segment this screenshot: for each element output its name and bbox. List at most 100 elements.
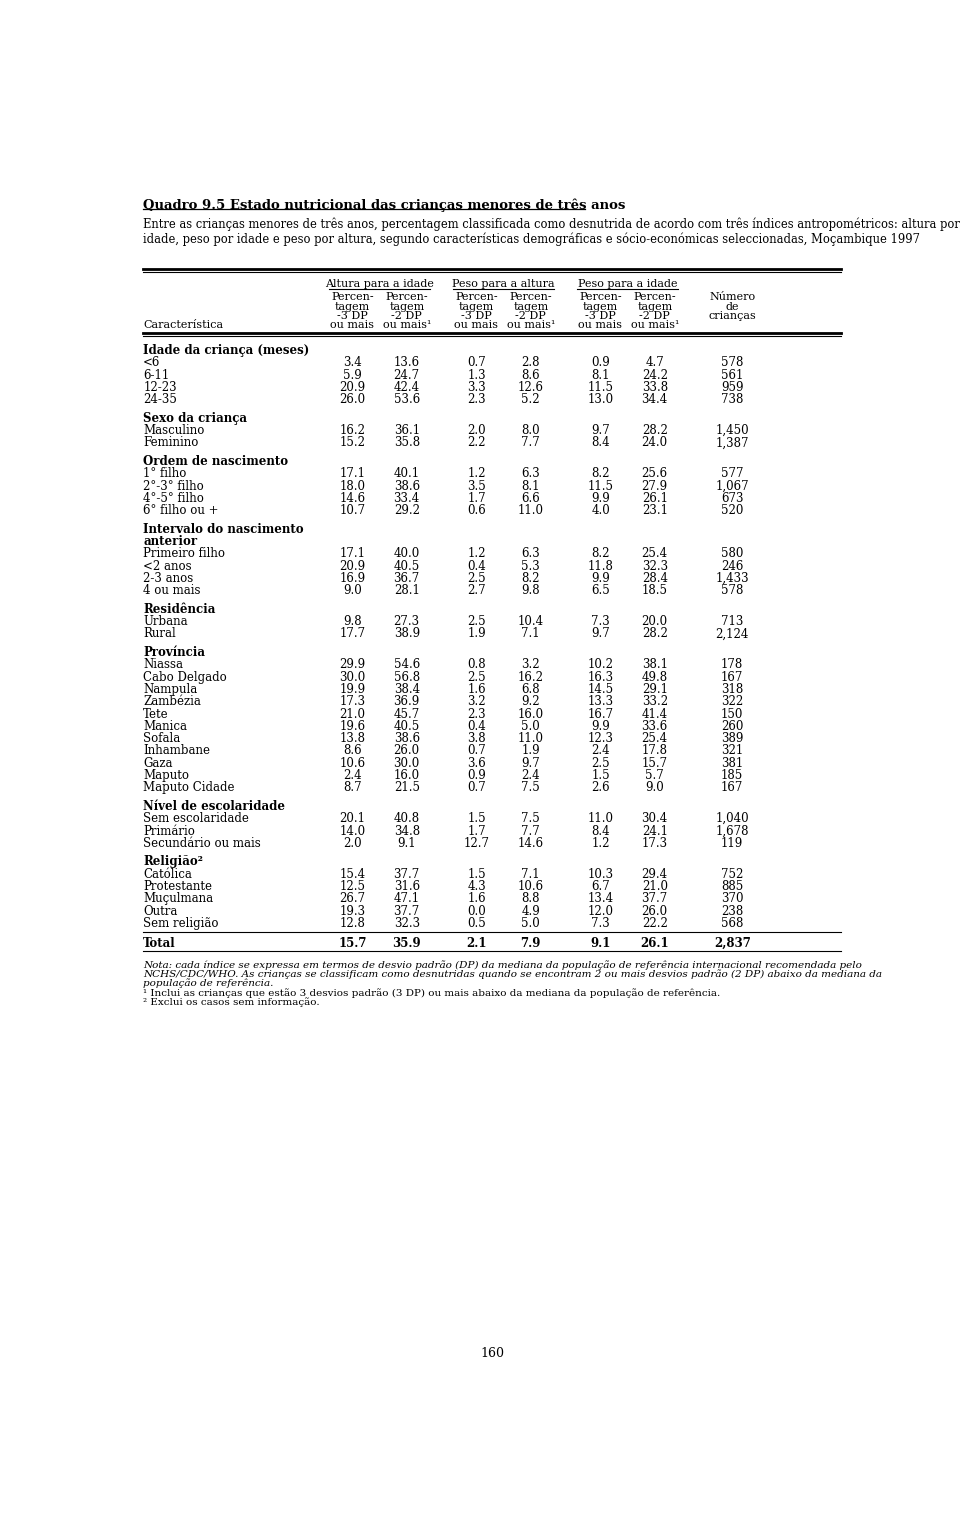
Text: Masculino: Masculino — [143, 425, 204, 437]
Text: Sofala: Sofala — [143, 733, 180, 745]
Text: 9.9: 9.9 — [591, 573, 610, 585]
Text: 5.0: 5.0 — [521, 917, 540, 930]
Text: 17.3: 17.3 — [641, 837, 668, 850]
Text: 19.9: 19.9 — [340, 683, 366, 696]
Text: Tete: Tete — [143, 708, 169, 720]
Text: 17.7: 17.7 — [340, 628, 366, 640]
Text: 0.5: 0.5 — [468, 917, 486, 930]
Text: 578: 578 — [721, 585, 743, 597]
Text: 2.3: 2.3 — [468, 394, 486, 406]
Text: 13.3: 13.3 — [588, 696, 613, 708]
Text: 12.0: 12.0 — [588, 905, 613, 917]
Text: 12.6: 12.6 — [517, 382, 543, 394]
Text: 2.4: 2.4 — [521, 770, 540, 782]
Text: 8.7: 8.7 — [343, 782, 362, 794]
Text: 5.0: 5.0 — [521, 720, 540, 733]
Text: 389: 389 — [721, 733, 743, 745]
Text: 36.9: 36.9 — [394, 696, 420, 708]
Text: 6.3: 6.3 — [521, 548, 540, 560]
Text: 2.5: 2.5 — [591, 757, 610, 770]
Text: 4.7: 4.7 — [645, 357, 664, 369]
Text: 1,450: 1,450 — [715, 425, 749, 437]
Text: 6.7: 6.7 — [591, 880, 610, 893]
Text: 246: 246 — [721, 560, 743, 573]
Text: 40.5: 40.5 — [394, 560, 420, 573]
Text: 1.5: 1.5 — [591, 770, 610, 782]
Text: 15.2: 15.2 — [340, 437, 366, 449]
Text: 38.9: 38.9 — [394, 628, 420, 640]
Text: 38.4: 38.4 — [394, 683, 420, 696]
Text: 35.9: 35.9 — [393, 937, 421, 950]
Text: ou mais: ou mais — [454, 320, 498, 331]
Text: 1.6: 1.6 — [468, 893, 486, 905]
Text: 31.6: 31.6 — [394, 880, 420, 893]
Text: -2 DP: -2 DP — [516, 311, 546, 322]
Text: 3.2: 3.2 — [468, 696, 486, 708]
Text: 5.2: 5.2 — [521, 394, 540, 406]
Text: 30.0: 30.0 — [394, 757, 420, 770]
Text: 26.1: 26.1 — [641, 492, 668, 505]
Text: 15.4: 15.4 — [340, 868, 366, 880]
Text: 7.5: 7.5 — [521, 782, 540, 794]
Text: 1,067: 1,067 — [715, 480, 749, 492]
Text: 29.1: 29.1 — [641, 683, 668, 696]
Text: 26.0: 26.0 — [340, 394, 366, 406]
Text: 0.9: 0.9 — [591, 357, 610, 369]
Text: 752: 752 — [721, 868, 743, 880]
Text: 1,387: 1,387 — [715, 437, 749, 449]
Text: <2 anos: <2 anos — [143, 560, 192, 573]
Text: tagem: tagem — [514, 302, 548, 312]
Text: 568: 568 — [721, 917, 743, 930]
Text: 12.5: 12.5 — [340, 880, 366, 893]
Text: 17.3: 17.3 — [340, 696, 366, 708]
Text: ¹ Inclui as crianças que estão 3 desvios padrão (3 DP) ou mais abaixo da mediana: ¹ Inclui as crianças que estão 3 desvios… — [143, 988, 721, 997]
Text: 9.9: 9.9 — [591, 492, 610, 505]
Text: tagem: tagem — [583, 302, 618, 312]
Text: 580: 580 — [721, 548, 743, 560]
Text: 2.8: 2.8 — [521, 357, 540, 369]
Text: 33.8: 33.8 — [641, 382, 668, 394]
Text: 2-3 anos: 2-3 anos — [143, 573, 194, 585]
Text: NCHS/CDC/WHO. As crianças se classificam como desnutridas quando se encontram 2 : NCHS/CDC/WHO. As crianças se classificam… — [143, 970, 882, 979]
Text: 2.7: 2.7 — [468, 585, 486, 597]
Text: 8.1: 8.1 — [591, 369, 610, 382]
Text: 40.1: 40.1 — [394, 468, 420, 480]
Text: ou mais¹: ou mais¹ — [383, 320, 431, 331]
Text: 1.7: 1.7 — [468, 492, 486, 505]
Text: 21.0: 21.0 — [641, 880, 668, 893]
Text: Sexo da criança: Sexo da criança — [143, 412, 248, 425]
Text: 14.6: 14.6 — [517, 837, 543, 850]
Text: 2.4: 2.4 — [343, 770, 362, 782]
Text: 7.7: 7.7 — [521, 825, 540, 837]
Text: 16.0: 16.0 — [517, 708, 543, 720]
Text: 1.2: 1.2 — [591, 837, 610, 850]
Text: 33.2: 33.2 — [641, 696, 668, 708]
Text: 0.7: 0.7 — [468, 357, 486, 369]
Text: Maputo Cidade: Maputo Cidade — [143, 782, 235, 794]
Text: Inhambane: Inhambane — [143, 745, 210, 757]
Text: 8.4: 8.4 — [591, 437, 610, 449]
Text: 30.0: 30.0 — [340, 671, 366, 683]
Text: 11.8: 11.8 — [588, 560, 613, 573]
Text: 53.6: 53.6 — [394, 394, 420, 406]
Text: 7.3: 7.3 — [591, 616, 610, 628]
Text: crianças: crianças — [708, 311, 756, 322]
Text: 54.6: 54.6 — [394, 659, 420, 671]
Text: 1.7: 1.7 — [468, 825, 486, 837]
Text: 10.2: 10.2 — [588, 659, 613, 671]
Text: 1.3: 1.3 — [468, 369, 486, 382]
Text: 14.6: 14.6 — [340, 492, 366, 505]
Text: 11.0: 11.0 — [517, 505, 543, 517]
Text: 32.3: 32.3 — [641, 560, 668, 573]
Text: 25.4: 25.4 — [641, 548, 668, 560]
Text: 16.2: 16.2 — [340, 425, 366, 437]
Text: 8.4: 8.4 — [591, 825, 610, 837]
Text: 322: 322 — [721, 696, 743, 708]
Text: 6.6: 6.6 — [521, 492, 540, 505]
Text: 23.1: 23.1 — [641, 505, 668, 517]
Text: 27.3: 27.3 — [394, 616, 420, 628]
Text: Religião²: Religião² — [143, 856, 204, 868]
Text: Percen-: Percen- — [510, 292, 552, 303]
Text: 0.8: 0.8 — [468, 659, 486, 671]
Text: 24.0: 24.0 — [641, 437, 668, 449]
